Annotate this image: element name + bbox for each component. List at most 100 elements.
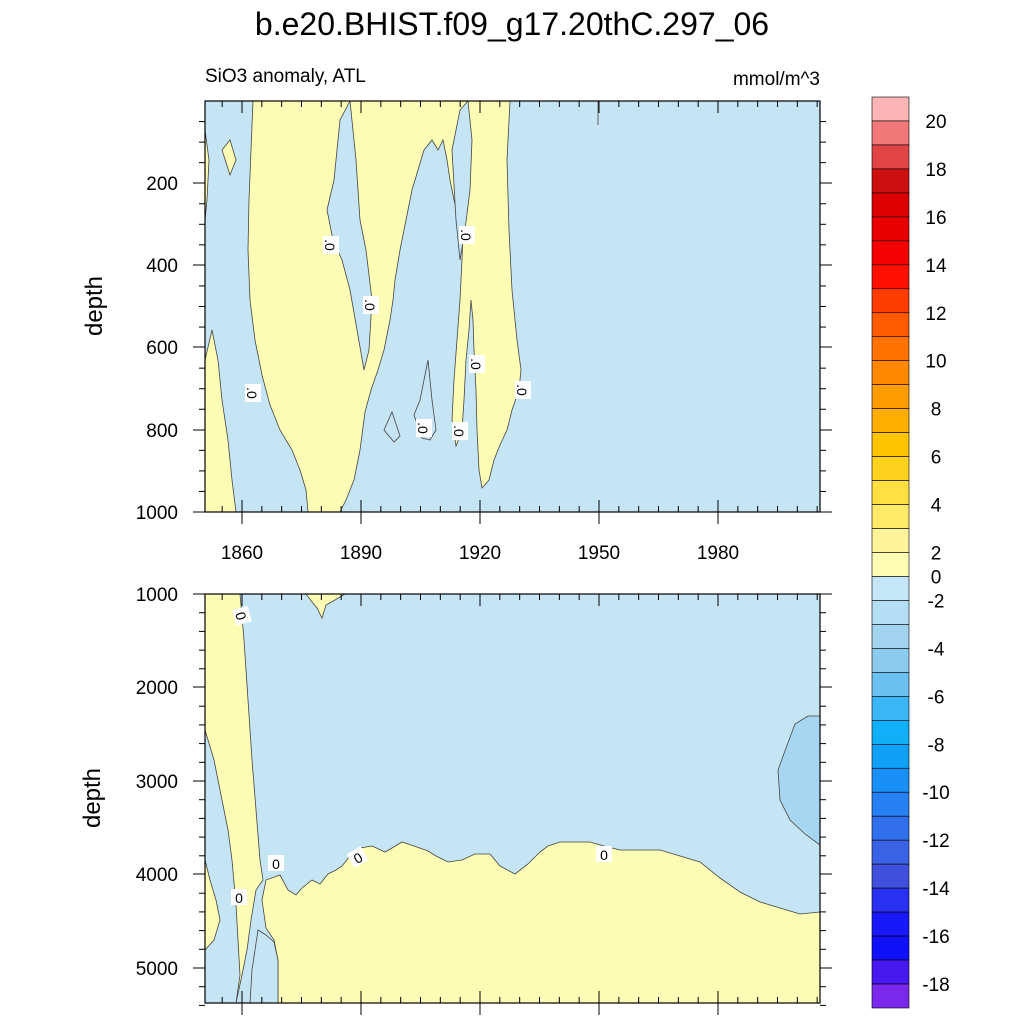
bottom-panel: 0 0 0 0 0 1000 2000 3000 4000 5000 depth (79, 585, 832, 1015)
bottom-contour-label: 0 (232, 610, 250, 622)
top-small-blob (221, 139, 237, 177)
colorbar-swatch (871, 480, 910, 505)
top-left-wedge-lower (205, 329, 237, 512)
colorbar-swatch (871, 600, 910, 625)
bottom-surface-blob (305, 594, 346, 620)
bottom-positive-deep-layer (261, 841, 820, 1003)
x-tick-label: 1950 (578, 543, 620, 564)
colorbar-swatch (871, 720, 910, 745)
y-tick-label: 3000 (136, 772, 178, 793)
top-panel-units: mmol/m^3 (733, 69, 820, 90)
colorbar-label: 14 (925, 256, 947, 277)
colorbar-swatch (871, 120, 910, 146)
colorbar-swatch (871, 576, 910, 601)
colorbar-swatch (871, 887, 910, 913)
colorbar-label: -12 (922, 831, 949, 852)
colorbar-swatch (871, 552, 910, 577)
colorbar-label: 2 (931, 544, 942, 565)
colorbar-label: -4 (928, 639, 945, 660)
colorbar-label: -20 (922, 1023, 949, 1024)
colorbar-label: -2 (928, 591, 945, 612)
top-positive-region (247, 101, 522, 512)
colorbar-swatch (871, 216, 910, 242)
colorbar-swatch (871, 432, 910, 457)
colorbar-swatch (871, 959, 910, 985)
colorbar-swatch (871, 791, 910, 817)
y-tick-label: 2000 (136, 678, 178, 699)
bottom-deeper-negative-pocket (777, 715, 820, 846)
top-contour-label: .0 (322, 239, 338, 251)
top-contour-label: .0 (415, 422, 431, 434)
colorbar-label: -16 (922, 927, 949, 948)
colorbar-label: 10 (925, 352, 946, 373)
colorbar-swatch (871, 935, 910, 961)
top-hole-d (383, 410, 401, 443)
colorbar-swatch (871, 839, 910, 865)
colorbar-swatch (871, 312, 910, 338)
top-contour-field (205, 101, 820, 512)
colorbar-swatch (871, 384, 910, 409)
bottom-plot-frame (204, 593, 821, 1004)
colorbar-label: 18 (925, 160, 946, 181)
colorbar-swatch (871, 336, 910, 362)
bottom-y-axis-label: depth (79, 768, 106, 828)
colorbar-swatch (871, 528, 910, 553)
y-tick-label: 5000 (136, 959, 178, 980)
bottom-contour-labels: 0 0 0 0 0 (231, 605, 612, 906)
colorbar-swatch (871, 983, 910, 1009)
y-tick-label: 400 (146, 256, 178, 277)
top-contour-labels: .0 .0 .0 .0 .0 .0 .0 .0 (244, 226, 531, 440)
top-contour-label: .0 (244, 387, 260, 399)
y-tick-label: 4000 (136, 865, 178, 886)
colorbar-swatch (871, 360, 910, 385)
colorbar-swatch (871, 767, 910, 793)
x-tick-label: 1860 (221, 543, 263, 564)
x-tick-label: 1980 (697, 543, 739, 564)
colorbar-swatch (871, 911, 910, 937)
colorbar: 20 18 16 14 12 10 8 6 4 20 -2 -4 -6 -8 -10 -12 -14 -16 -18… (871, 96, 950, 1024)
colorbar-swatch (871, 240, 910, 266)
colorbar-label: -8 (928, 735, 945, 756)
top-ticks (193, 101, 832, 524)
bottom-y-tick-labels: 1000 2000 3000 4000 5000 (136, 585, 178, 980)
x-tick-label: 1890 (340, 543, 382, 564)
colorbar-label: 0 (931, 567, 942, 588)
colorbar-label: 20 (925, 112, 946, 133)
bottom-contour-label: 0 (235, 890, 243, 906)
top-contour-label: .0 (468, 358, 484, 370)
colorbar-swatch (871, 672, 910, 697)
top-panel-title: SiO3 anomaly, ATL (205, 66, 366, 87)
colorbar-swatch (871, 696, 910, 721)
top-x-tick-labels: 1860 1890 1920 1950 1980 (221, 543, 739, 564)
y-tick-label: 200 (146, 174, 178, 195)
bottom-ticks (193, 593, 832, 1015)
colorbar-swatch (871, 648, 910, 673)
top-y-axis-label: depth (81, 276, 108, 336)
colorbar-swatch (871, 264, 910, 290)
top-contour-label: .0 (458, 229, 474, 241)
colorbar-swatch (871, 504, 910, 529)
colorbar-swatch (871, 288, 910, 314)
top-hole-b (451, 101, 473, 261)
bottom-contour-label: 0 (272, 856, 280, 872)
colorbar-label: 16 (925, 208, 946, 229)
bottom-negative-left-pocket (205, 729, 241, 1003)
bottom-contour-field (205, 594, 820, 1003)
colorbar-label: 4 (931, 496, 942, 517)
colorbar-swatch (871, 456, 910, 481)
top-contour-label: .0 (514, 384, 530, 396)
y-tick-label: 1000 (136, 503, 178, 524)
top-contour-label: .0 (362, 299, 378, 311)
bottom-negative-blob (249, 929, 279, 1003)
y-tick-label: 1000 (136, 585, 178, 606)
colorbar-swatch (871, 96, 910, 122)
colorbar-label: -18 (922, 975, 949, 996)
colorbar-swatch (871, 624, 910, 649)
y-tick-label: 800 (146, 421, 178, 442)
colorbar-label: 8 (931, 400, 942, 421)
top-y-tick-labels: 200 400 600 800 1000 (136, 174, 178, 524)
figure-title: b.e20.BHIST.f09_g17.20thC.297_06 (255, 6, 769, 42)
colorbar-label: -10 (922, 783, 949, 804)
colorbar-swatch (871, 408, 910, 433)
colorbar-label: -14 (922, 879, 950, 900)
